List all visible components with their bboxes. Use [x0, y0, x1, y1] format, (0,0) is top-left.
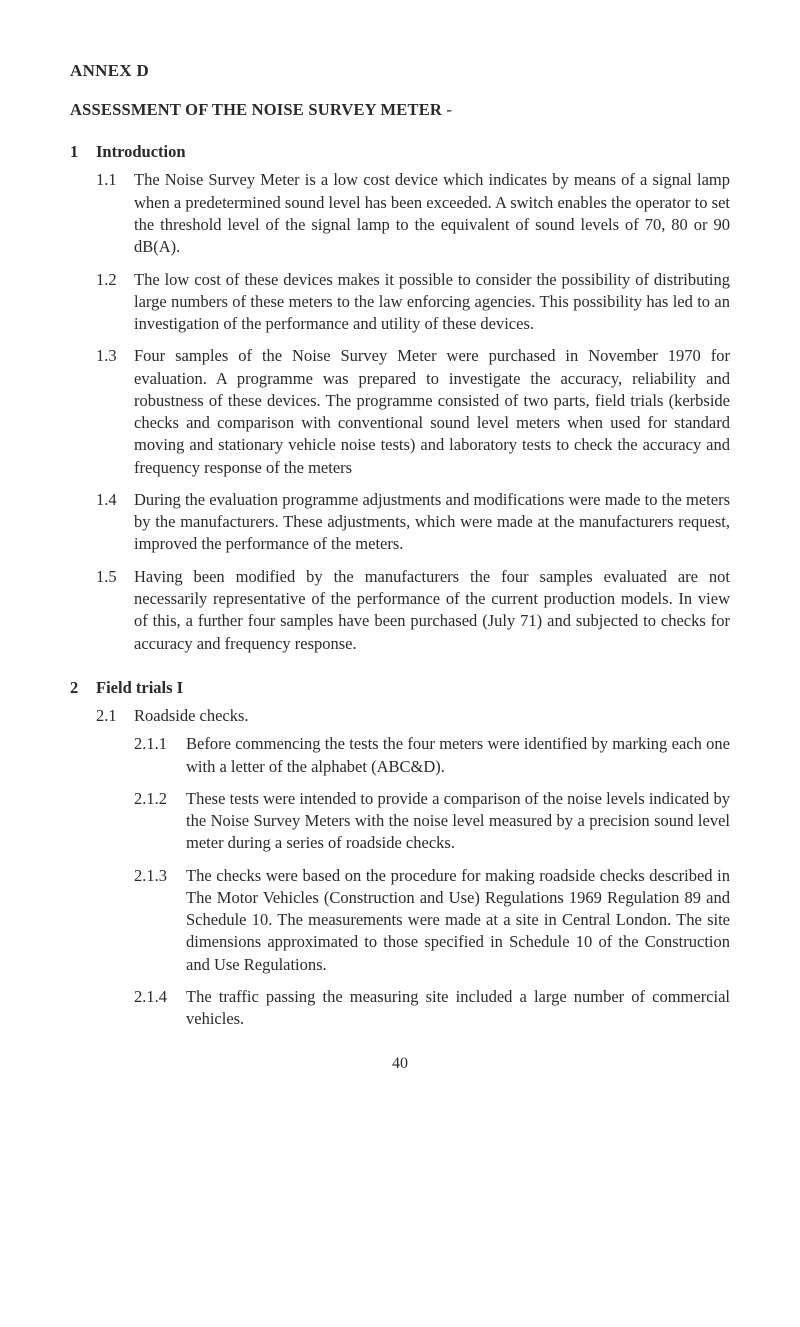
item-body: Four samples of the Noise Survey Meter w…	[134, 345, 730, 479]
sub-item-2-1-1: 2.1.1 Before commencing the tests the fo…	[134, 733, 730, 778]
sub-item-2-1-3: 2.1.3 The checks were based on the proce…	[134, 865, 730, 976]
sub-item-body: These tests were intended to provide a c…	[186, 788, 730, 855]
sub-item-body: Before commencing the tests the four met…	[186, 733, 730, 778]
sub-item-number: 2.1.4	[134, 986, 186, 1031]
section-title: Introduction	[96, 141, 730, 163]
item-number: 1.2	[70, 269, 134, 336]
title-suffix: -	[442, 100, 452, 119]
section-heading: 2 Field trials I	[70, 677, 730, 699]
sub-item-body: The checks were based on the procedure f…	[186, 865, 730, 976]
item-1-2: 1.2 The low cost of these devices makes …	[70, 269, 730, 336]
sub-item-number: 2.1.2	[134, 788, 186, 855]
sub-item-body: The traffic passing the measuring site i…	[186, 986, 730, 1031]
section-introduction: 1 Introduction 1.1 The Noise Survey Mete…	[70, 141, 730, 655]
section-title: Field trials I	[96, 677, 730, 699]
item-body: The low cost of these devices makes it p…	[134, 269, 730, 336]
item-1-3: 1.3 Four samples of the Noise Survey Met…	[70, 345, 730, 479]
page-number: 40	[70, 1053, 730, 1075]
document-title: ASSESSMENT OF THE NOISE SURVEY METER -	[70, 99, 730, 121]
annex-heading: ANNEX D	[70, 60, 730, 83]
section-number: 1	[70, 141, 96, 163]
title-text: ASSESSMENT OF THE NOISE SURVEY METER	[70, 100, 442, 119]
item-1-1: 1.1 The Noise Survey Meter is a low cost…	[70, 169, 730, 258]
sub-item-number: 2.1.3	[134, 865, 186, 976]
item-number: 1.4	[70, 489, 134, 556]
sub-heading-number: 2.1	[70, 705, 134, 727]
item-number: 1.1	[70, 169, 134, 258]
item-body: Having been modified by the manufacturer…	[134, 566, 730, 655]
item-body: The Noise Survey Meter is a low cost dev…	[134, 169, 730, 258]
item-1-4: 1.4 During the evaluation programme adju…	[70, 489, 730, 556]
sub-heading-2-1: 2.1 Roadside checks.	[70, 705, 730, 727]
section-field-trials: 2 Field trials I 2.1 Roadside checks. 2.…	[70, 677, 730, 1031]
sub-item-number: 2.1.1	[134, 733, 186, 778]
item-body: During the evaluation programme adjustme…	[134, 489, 730, 556]
item-number: 1.5	[70, 566, 134, 655]
sub-items: 2.1.1 Before commencing the tests the fo…	[70, 733, 730, 1030]
sub-heading-text: Roadside checks.	[134, 705, 730, 727]
section-heading: 1 Introduction	[70, 141, 730, 163]
sub-item-2-1-2: 2.1.2 These tests were intended to provi…	[134, 788, 730, 855]
item-1-5: 1.5 Having been modified by the manufact…	[70, 566, 730, 655]
sub-item-2-1-4: 2.1.4 The traffic passing the measuring …	[134, 986, 730, 1031]
item-number: 1.3	[70, 345, 134, 479]
section-number: 2	[70, 677, 96, 699]
